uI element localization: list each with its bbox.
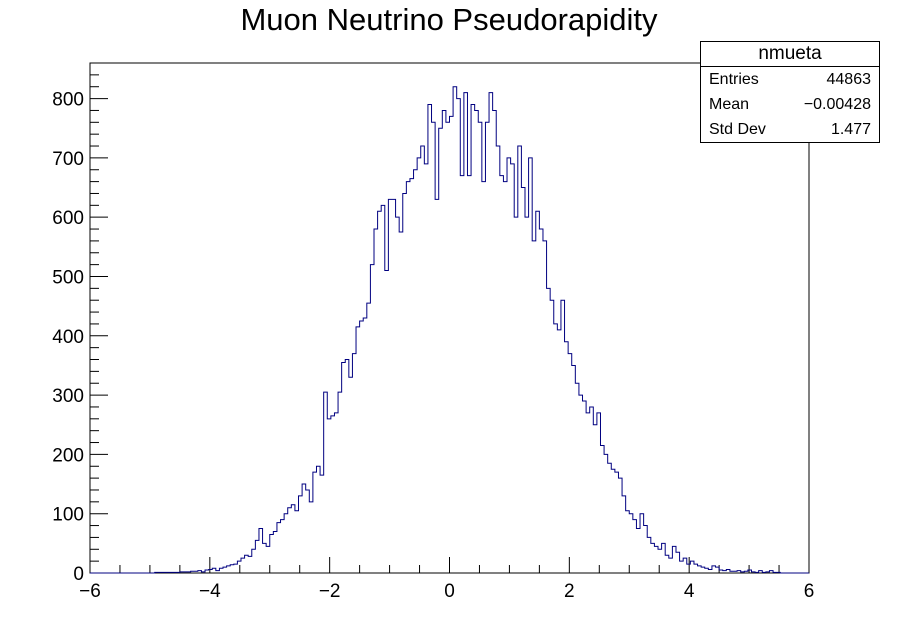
y-tick-label: 800 [52,90,84,111]
x-tick-label: −6 [79,581,101,602]
stats-value: 1.477 [830,121,871,138]
y-tick-label: 500 [52,267,84,288]
x-tick-label: −4 [199,581,221,602]
stats-label: Mean [709,96,750,113]
y-tick-label: 600 [52,208,84,229]
y-tick-label: 200 [52,445,84,466]
histogram-line [90,86,809,574]
y-tick-label: 100 [52,505,84,526]
stats-box: nmueta Entries 44863 Mean −0.00428 Std D… [700,41,880,143]
stats-value: −0.00428 [803,96,871,113]
stats-row-entries: Entries 44863 [701,67,879,92]
stats-label: Std Dev [709,121,766,138]
x-tick-label: 2 [564,581,575,602]
y-tick-label: 0 [73,564,84,585]
stats-row-stddev: Std Dev 1.477 [701,117,879,142]
chart-title: Muon Neutrino Pseudorapidity [240,2,658,37]
x-tick-label: 4 [684,581,695,602]
y-tick-label: 400 [52,327,84,348]
x-tick-label: 0 [444,581,455,602]
stats-label: Entries [709,71,759,88]
stats-value: 44863 [826,71,872,88]
y-axis: 0 100 200 300 400 500 600 700 800 [52,62,108,585]
stats-row-mean: Mean −0.00428 [701,92,879,117]
y-tick-label: 700 [52,149,84,170]
stats-title: nmueta [701,42,879,67]
x-axis: −6 −4 −2 0 2 4 6 [79,557,814,602]
x-tick-label: 6 [804,581,815,602]
x-tick-label: −2 [319,581,341,602]
y-tick-label: 300 [52,386,84,407]
